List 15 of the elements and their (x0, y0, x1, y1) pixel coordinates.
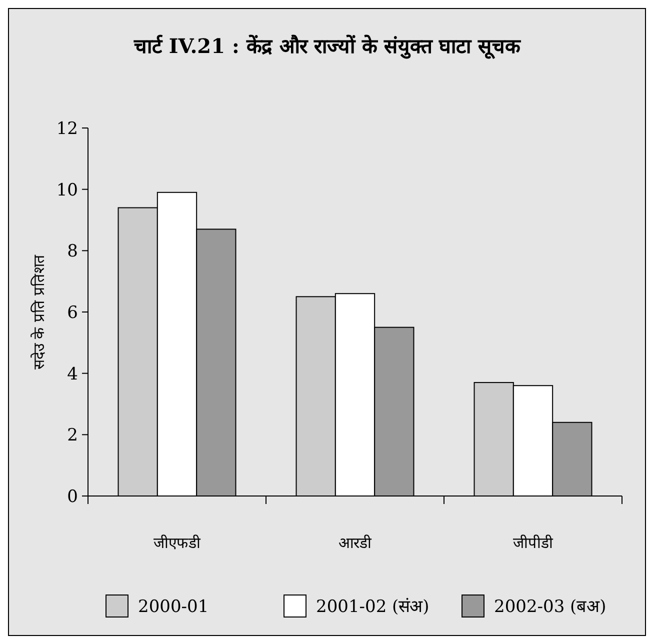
x-tick-label: आरडी (338, 534, 372, 552)
y-tick-label: 0 (67, 486, 78, 507)
chart-title: चार्ट IV.21 : केंद्र और राज्यों के संयुक्त घाटा सूचक (132, 34, 522, 59)
legend-label: 2000-01 (138, 596, 209, 617)
legend-label: 2002-03 (बअ) (494, 596, 606, 617)
x-tick-label: जीएफडी (154, 534, 202, 552)
x-tick-label: जीपीडी (513, 534, 554, 552)
y-tick-label: 4 (67, 364, 78, 384)
y-axis-title: सदेउ के प्रति प्रतिशत (30, 254, 48, 370)
y-tick-label: 6 (67, 302, 78, 323)
y-tick-label: 2 (67, 426, 78, 446)
legend-label: 2001-02 (संअ) (316, 596, 430, 617)
y-tick-label: 8 (67, 242, 78, 262)
y-tick-label: 10 (56, 180, 78, 200)
y-tick-label: 12 (56, 118, 78, 139)
